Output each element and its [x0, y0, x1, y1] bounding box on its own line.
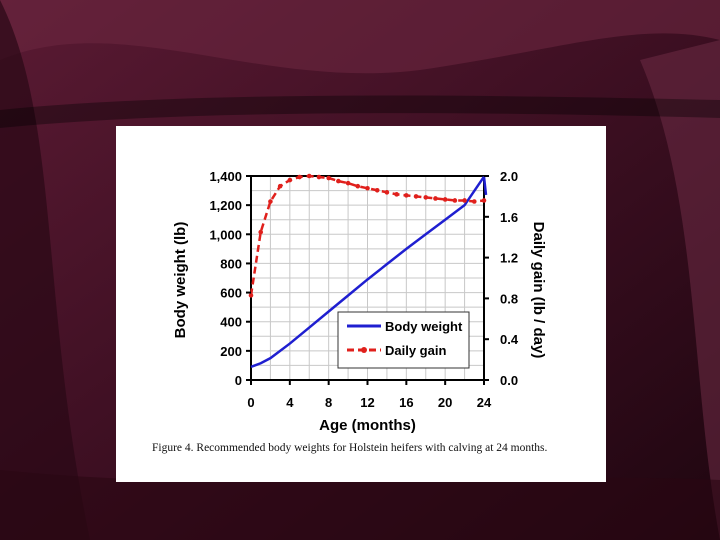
series-point-daily-gain	[268, 199, 273, 204]
series-point-daily-gain	[248, 293, 254, 298]
series-point-daily-gain	[306, 173, 312, 179]
legend: Body weight Daily gain	[337, 311, 470, 369]
series-point-daily-gain	[404, 193, 409, 198]
series-point-daily-gain	[423, 195, 429, 200]
series-line-body-weight	[250, 176, 486, 369]
x-axis-label: Age (months)	[319, 417, 416, 434]
series-point-daily-gain	[394, 192, 399, 197]
y2-axis-label: Daily gain (lb / day)	[530, 222, 547, 359]
legend-box	[337, 311, 470, 369]
series-point-daily-gain	[316, 174, 322, 180]
series-point-daily-gain	[297, 174, 302, 180]
series-point-daily-gain	[355, 183, 361, 189]
y2-tick-label: 2.0	[500, 169, 518, 184]
series-point-daily-gain	[413, 194, 419, 199]
series-point-daily-gain	[433, 196, 438, 201]
x-tick-label: 8	[325, 395, 332, 410]
y2-tick-label: 0.4	[500, 332, 519, 347]
y2-tick-label: 0.0	[500, 373, 518, 388]
series-point-daily-gain	[384, 190, 390, 195]
y-axis-label: Body weight (lb)	[172, 222, 189, 339]
legend-daily-gain-marker	[361, 347, 367, 353]
figure-card: 0 200 400 600 800 1,000 1,200 1,400 0.0 0.4 0.8 1.2…	[116, 126, 606, 482]
series-point-daily-gain	[374, 187, 380, 193]
series-point-daily-gain	[471, 199, 477, 204]
x-tick-label: 20	[438, 395, 452, 410]
chart-ticks: 02004006008001,0001,2001,4000.00.40.81.2…	[209, 169, 518, 410]
series-point-daily-gain	[277, 183, 283, 189]
x-tick-label: 4	[286, 395, 294, 410]
series-point-daily-gain	[452, 198, 458, 203]
y-tick-label: 1,400	[209, 169, 242, 184]
series-point-daily-gain	[365, 185, 370, 191]
x-tick-label: 12	[360, 395, 374, 410]
series-point-daily-gain	[462, 198, 467, 203]
x-tick-label: 16	[399, 395, 413, 410]
series-point-daily-gain	[287, 177, 293, 183]
series-point-daily-gain	[336, 178, 341, 184]
y-tick-label: 0	[235, 373, 242, 388]
x-tick-label: 0	[247, 395, 254, 410]
series-point-daily-gain	[326, 175, 331, 181]
series-line-body-weight-tail	[482, 176, 488, 196]
figure-caption: Figure 4. Recommended body weights for H…	[152, 442, 548, 454]
y-tick-label: 800	[220, 256, 242, 271]
y-tick-label: 200	[220, 344, 242, 359]
legend-body-weight-label: Body weight	[385, 319, 463, 334]
series-point-daily-gain	[442, 197, 448, 202]
series-point-daily-gain	[481, 198, 487, 203]
legend-daily-gain-label: Daily gain	[385, 343, 446, 358]
chart: 02004006008001,0001,2001,4000.00.40.81.2…	[172, 169, 547, 434]
series-point-daily-gain	[345, 180, 351, 186]
y-tick-label: 600	[220, 286, 242, 301]
y2-tick-label: 1.2	[500, 251, 518, 266]
y2-tick-label: 1.6	[500, 210, 518, 225]
y2-tick-label: 0.8	[500, 291, 518, 306]
y-tick-label: 1,200	[209, 198, 242, 213]
chart-series	[248, 173, 488, 369]
x-tick-label: 24	[477, 395, 492, 410]
y-tick-label: 400	[220, 315, 242, 330]
y-tick-label: 1,000	[209, 227, 242, 242]
series-point-daily-gain	[258, 229, 264, 235]
